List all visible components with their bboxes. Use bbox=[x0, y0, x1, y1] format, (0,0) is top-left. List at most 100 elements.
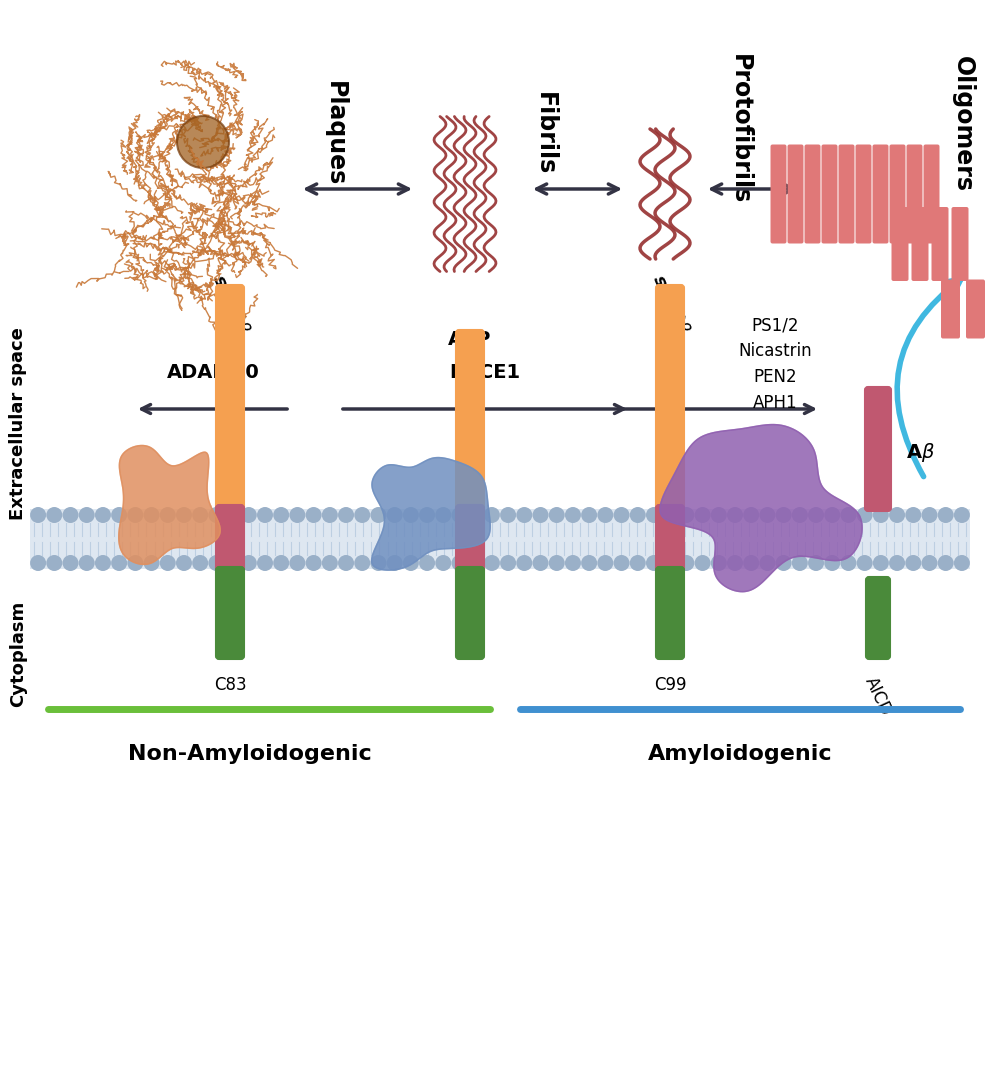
Text: Amyloidogenic: Amyloidogenic bbox=[647, 744, 832, 764]
Text: Plaques: Plaques bbox=[323, 82, 347, 187]
Circle shape bbox=[629, 555, 645, 571]
FancyBboxPatch shape bbox=[866, 577, 890, 659]
Text: Extracellular space: Extracellular space bbox=[9, 328, 27, 521]
Text: BACE1: BACE1 bbox=[450, 363, 520, 382]
Circle shape bbox=[95, 507, 111, 523]
Circle shape bbox=[63, 507, 79, 523]
Circle shape bbox=[532, 555, 548, 571]
Circle shape bbox=[516, 507, 532, 523]
Text: ADAM10: ADAM10 bbox=[167, 363, 260, 382]
Text: Cytoplasm: Cytoplasm bbox=[9, 600, 27, 707]
Circle shape bbox=[646, 555, 662, 571]
Circle shape bbox=[873, 507, 889, 523]
Circle shape bbox=[808, 507, 824, 523]
Circle shape bbox=[95, 555, 111, 571]
Text: sAPP$\beta$: sAPP$\beta$ bbox=[207, 271, 254, 337]
Polygon shape bbox=[372, 458, 491, 570]
Circle shape bbox=[824, 507, 840, 523]
Circle shape bbox=[144, 507, 160, 523]
Circle shape bbox=[840, 555, 856, 571]
Circle shape bbox=[30, 555, 46, 571]
Circle shape bbox=[629, 507, 645, 523]
Circle shape bbox=[889, 507, 905, 523]
Circle shape bbox=[759, 555, 775, 571]
Circle shape bbox=[160, 555, 176, 571]
Circle shape bbox=[403, 507, 419, 523]
Text: Non-Amyloidogenic: Non-Amyloidogenic bbox=[128, 744, 372, 764]
Polygon shape bbox=[119, 446, 220, 565]
FancyBboxPatch shape bbox=[216, 505, 244, 574]
Circle shape bbox=[646, 507, 662, 523]
Circle shape bbox=[452, 555, 468, 571]
Circle shape bbox=[111, 555, 127, 571]
Circle shape bbox=[290, 555, 306, 571]
Circle shape bbox=[322, 507, 338, 523]
Text: PS1/2: PS1/2 bbox=[751, 316, 799, 334]
Circle shape bbox=[938, 555, 954, 571]
Circle shape bbox=[581, 555, 597, 571]
Circle shape bbox=[176, 555, 192, 571]
Circle shape bbox=[857, 507, 873, 523]
Circle shape bbox=[711, 555, 727, 571]
FancyBboxPatch shape bbox=[906, 145, 922, 244]
FancyBboxPatch shape bbox=[951, 207, 968, 281]
Circle shape bbox=[694, 507, 710, 523]
Circle shape bbox=[209, 555, 225, 571]
Circle shape bbox=[403, 555, 419, 571]
Circle shape bbox=[824, 555, 840, 571]
Text: C99: C99 bbox=[653, 676, 686, 694]
Circle shape bbox=[921, 555, 937, 571]
Circle shape bbox=[548, 507, 564, 523]
FancyBboxPatch shape bbox=[911, 207, 928, 281]
Circle shape bbox=[743, 507, 759, 523]
Circle shape bbox=[808, 555, 824, 571]
Circle shape bbox=[176, 507, 192, 523]
Circle shape bbox=[387, 555, 403, 571]
Circle shape bbox=[775, 507, 791, 523]
Circle shape bbox=[564, 507, 581, 523]
Circle shape bbox=[500, 555, 516, 571]
Circle shape bbox=[192, 507, 208, 523]
Polygon shape bbox=[660, 424, 862, 592]
Circle shape bbox=[273, 507, 289, 523]
Circle shape bbox=[727, 555, 743, 571]
Circle shape bbox=[905, 555, 921, 571]
Circle shape bbox=[273, 555, 289, 571]
Circle shape bbox=[711, 507, 727, 523]
Circle shape bbox=[613, 555, 629, 571]
Circle shape bbox=[468, 555, 484, 571]
Circle shape bbox=[597, 555, 613, 571]
Circle shape bbox=[46, 507, 62, 523]
Text: AICD: AICD bbox=[861, 674, 895, 719]
Circle shape bbox=[694, 555, 710, 571]
FancyBboxPatch shape bbox=[216, 567, 244, 659]
FancyBboxPatch shape bbox=[931, 207, 948, 281]
Circle shape bbox=[46, 555, 62, 571]
Circle shape bbox=[225, 555, 241, 571]
FancyBboxPatch shape bbox=[872, 145, 888, 244]
Circle shape bbox=[548, 555, 564, 571]
Circle shape bbox=[241, 507, 257, 523]
FancyBboxPatch shape bbox=[216, 285, 244, 511]
Circle shape bbox=[452, 507, 468, 523]
Circle shape bbox=[436, 555, 452, 571]
Circle shape bbox=[564, 555, 581, 571]
Circle shape bbox=[127, 507, 143, 523]
Circle shape bbox=[419, 507, 436, 523]
Circle shape bbox=[873, 555, 889, 571]
FancyBboxPatch shape bbox=[656, 505, 684, 574]
Circle shape bbox=[79, 555, 95, 571]
Text: C83: C83 bbox=[214, 676, 247, 694]
FancyBboxPatch shape bbox=[787, 145, 803, 244]
Circle shape bbox=[792, 555, 808, 571]
FancyBboxPatch shape bbox=[838, 145, 854, 244]
Circle shape bbox=[387, 507, 403, 523]
Circle shape bbox=[484, 507, 500, 523]
Text: Protofibrils: Protofibrils bbox=[728, 54, 752, 204]
Circle shape bbox=[678, 555, 694, 571]
Circle shape bbox=[532, 507, 548, 523]
Text: Nicastrin: Nicastrin bbox=[738, 342, 812, 360]
FancyBboxPatch shape bbox=[865, 387, 891, 511]
Circle shape bbox=[954, 555, 970, 571]
FancyBboxPatch shape bbox=[923, 145, 939, 244]
